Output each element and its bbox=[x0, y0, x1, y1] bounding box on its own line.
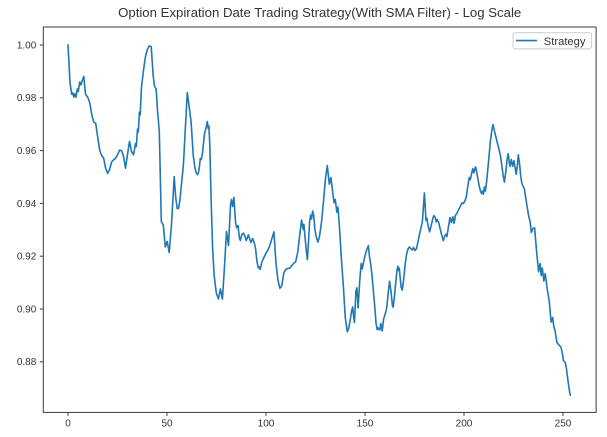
svg-text:200: 200 bbox=[456, 418, 473, 429]
svg-text:250: 250 bbox=[555, 418, 572, 429]
svg-text:0.96: 0.96 bbox=[17, 146, 37, 157]
svg-text:0.90: 0.90 bbox=[17, 304, 37, 315]
svg-text:100: 100 bbox=[258, 418, 275, 429]
svg-text:Strategy: Strategy bbox=[544, 36, 586, 48]
svg-text:0.94: 0.94 bbox=[17, 199, 37, 210]
svg-text:0.92: 0.92 bbox=[17, 252, 37, 263]
svg-text:Option Expiration Date Trading: Option Expiration Date Trading Strategy(… bbox=[118, 5, 521, 20]
svg-text:150: 150 bbox=[357, 418, 374, 429]
svg-text:1.00: 1.00 bbox=[17, 40, 37, 51]
svg-text:0: 0 bbox=[65, 418, 71, 429]
svg-text:50: 50 bbox=[161, 418, 173, 429]
svg-text:0.98: 0.98 bbox=[17, 93, 37, 104]
svg-text:0.88: 0.88 bbox=[17, 357, 37, 368]
